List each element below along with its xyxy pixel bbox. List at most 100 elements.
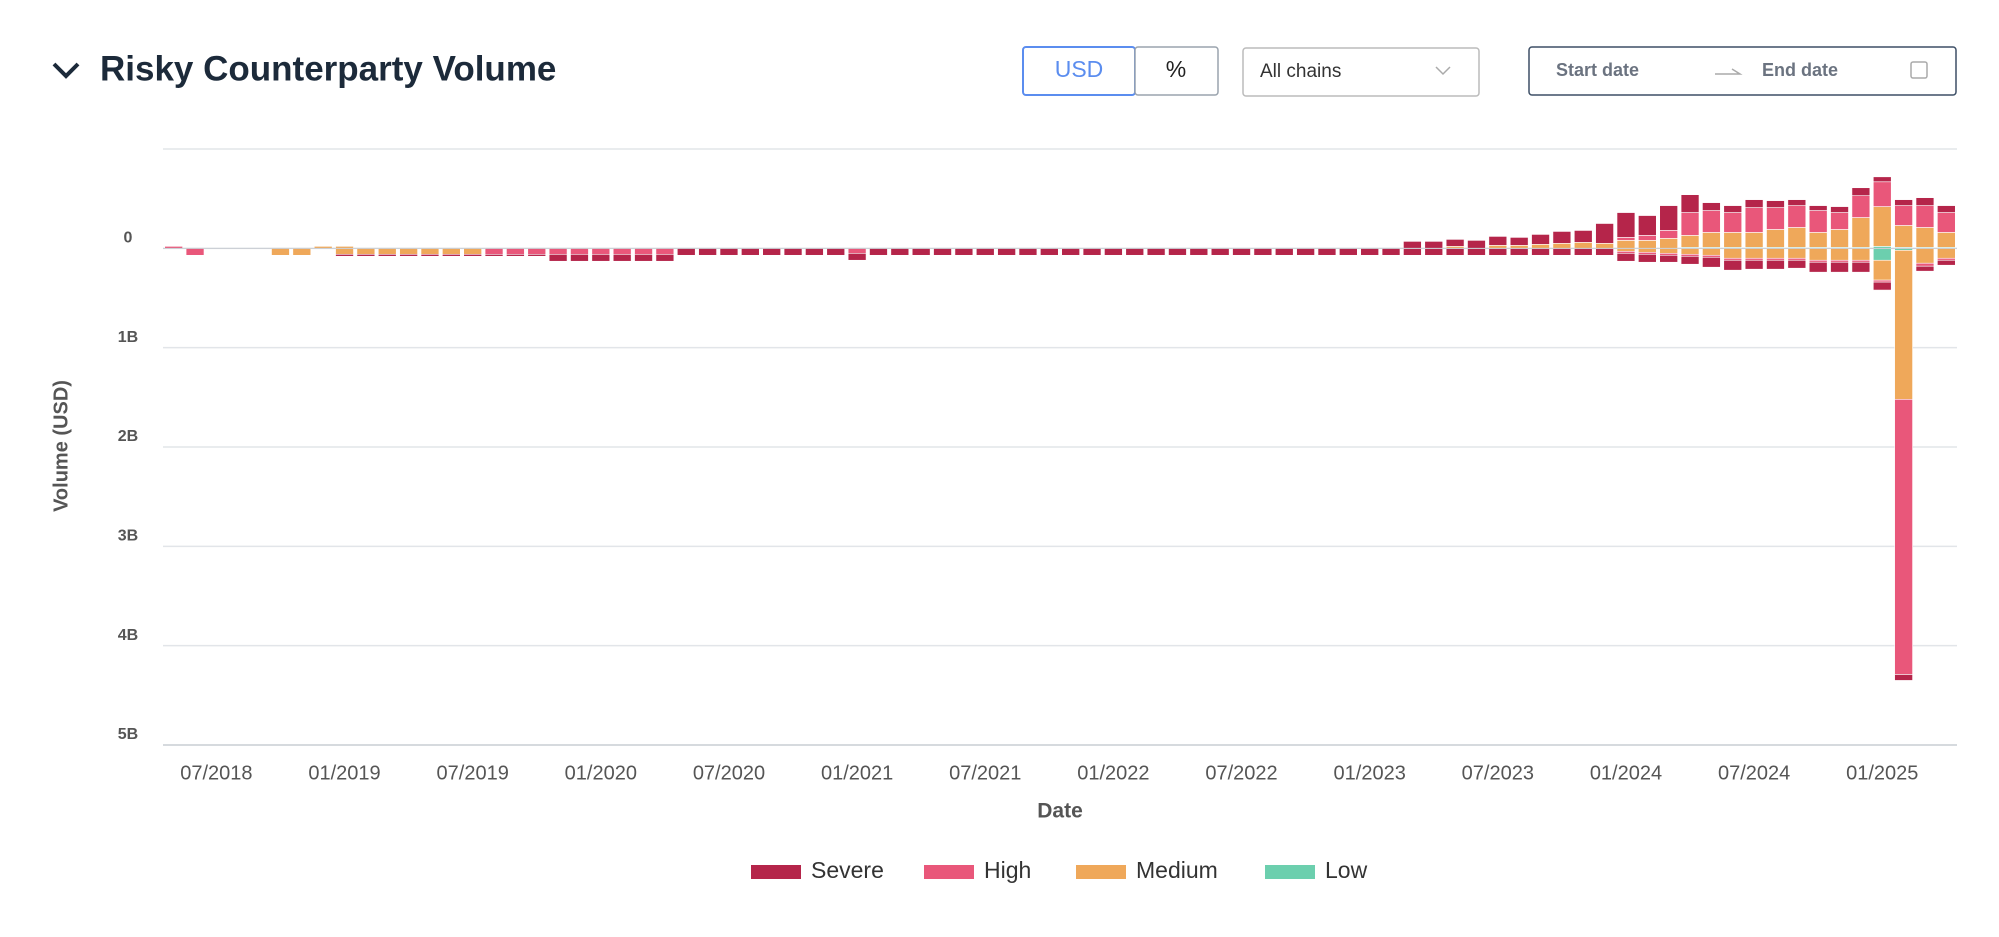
bar-segment bbox=[1680, 194, 1700, 213]
bar-segment bbox=[484, 248, 504, 255]
bar-segment bbox=[1851, 248, 1871, 261]
bar-segment bbox=[1744, 207, 1764, 233]
bar-segment bbox=[292, 248, 312, 256]
legend-swatch bbox=[751, 865, 801, 879]
x-tick-label: 01/2019 bbox=[308, 762, 380, 784]
bar-segment bbox=[1915, 262, 1935, 267]
bar-segment bbox=[933, 248, 952, 256]
bar-segment bbox=[1509, 248, 1529, 256]
bar-segment bbox=[1702, 232, 1721, 248]
bar-segment bbox=[1808, 205, 1828, 211]
bar-segment bbox=[1168, 248, 1187, 256]
end-date[interactable]: End date bbox=[1762, 60, 1838, 80]
percent-button[interactable] bbox=[1134, 46, 1219, 96]
bar-segment bbox=[591, 253, 611, 262]
bar-segment bbox=[1894, 225, 1913, 248]
bar-segment bbox=[1424, 248, 1444, 256]
bar-segment bbox=[1531, 234, 1550, 245]
bar-segment bbox=[1616, 253, 1636, 262]
x-tick-label: 01/2023 bbox=[1334, 762, 1406, 784]
bar-segment bbox=[847, 253, 867, 261]
bar-segment bbox=[1104, 248, 1123, 256]
bar-segment bbox=[634, 253, 653, 262]
bar-segment bbox=[1339, 248, 1358, 256]
bar-segment bbox=[1872, 259, 1892, 281]
bar-segment bbox=[1915, 197, 1935, 206]
bar-segment bbox=[1296, 248, 1315, 256]
bar-segment bbox=[869, 248, 888, 256]
bar-segment bbox=[1467, 240, 1486, 249]
x-tick-label: 01/2024 bbox=[1590, 762, 1662, 784]
bar-segment bbox=[1766, 259, 1785, 270]
bar-segment bbox=[783, 248, 803, 256]
bar-segment bbox=[1403, 241, 1422, 249]
bar-segment bbox=[1894, 199, 1913, 206]
bar-segment bbox=[1872, 206, 1892, 247]
bar-segment bbox=[527, 253, 547, 257]
bar-segment bbox=[676, 248, 696, 256]
bar-segment bbox=[1830, 261, 1849, 273]
chart-title: Risky Counterparty Volume bbox=[100, 49, 556, 88]
bar-segment bbox=[1744, 199, 1764, 208]
date-range[interactable] bbox=[1528, 46, 1957, 96]
bar-segment bbox=[570, 248, 589, 255]
bar-segment bbox=[591, 248, 611, 255]
bar-segment bbox=[1702, 248, 1721, 256]
y-axis-title: Volume (USD) bbox=[50, 380, 72, 512]
bar-segment bbox=[271, 248, 290, 256]
bar-segment bbox=[1638, 235, 1657, 241]
bar-segment bbox=[1915, 205, 1935, 228]
x-axis-title: Date bbox=[1037, 800, 1083, 823]
bar-segment bbox=[1638, 248, 1657, 253]
start-date[interactable]: Start date bbox=[1556, 60, 1639, 80]
legend-swatch bbox=[924, 865, 974, 879]
bar-segment bbox=[1937, 248, 1956, 259]
bar-segment bbox=[1744, 248, 1764, 259]
bar-segment bbox=[1680, 212, 1700, 236]
bar-segment bbox=[1830, 248, 1849, 261]
bar-segment bbox=[1638, 253, 1657, 263]
bar-segment bbox=[1210, 248, 1230, 256]
bar-segment bbox=[1808, 210, 1828, 233]
bar-segment bbox=[442, 253, 461, 257]
bar-segment bbox=[1937, 232, 1956, 248]
bar-segment bbox=[1937, 205, 1956, 213]
bar-segment bbox=[1445, 248, 1465, 256]
bar-segment bbox=[548, 248, 568, 255]
bar-segment bbox=[1894, 674, 1913, 681]
bar-segment bbox=[1808, 248, 1828, 261]
bar-segment bbox=[911, 248, 931, 256]
bar-segment bbox=[1872, 248, 1892, 261]
bar-segment bbox=[1274, 248, 1294, 256]
bar-segment bbox=[1552, 243, 1572, 249]
bar-segment bbox=[399, 248, 418, 255]
bar-segment bbox=[1702, 210, 1721, 233]
y-tick-label: 5B bbox=[118, 726, 138, 743]
bar-segment bbox=[1573, 248, 1593, 256]
bar-segment bbox=[1872, 181, 1892, 207]
y-tick-label: 4B bbox=[118, 627, 138, 644]
bar-segment bbox=[1488, 248, 1508, 256]
chain-select[interactable] bbox=[1242, 47, 1480, 97]
bar-segment bbox=[1659, 254, 1678, 263]
bar-segment bbox=[1595, 243, 1614, 249]
bar-segment bbox=[1723, 259, 1743, 271]
percent-label: % bbox=[1166, 56, 1186, 82]
legend-label: High bbox=[984, 857, 1031, 883]
bar-segment bbox=[1915, 265, 1935, 272]
y-tick-label: 1B bbox=[118, 329, 138, 346]
bar-segment bbox=[1744, 259, 1764, 270]
bar-segment bbox=[1851, 217, 1871, 248]
collapse-chevron[interactable] bbox=[52, 62, 80, 79]
usd-label: USD bbox=[1055, 56, 1104, 82]
bar-segment bbox=[1766, 200, 1785, 208]
x-tick-label: 01/2025 bbox=[1846, 762, 1918, 784]
bar-segment bbox=[1680, 248, 1700, 255]
chain-select-label: All chains bbox=[1260, 61, 1341, 82]
bar-segment bbox=[1509, 237, 1529, 246]
bar-segment bbox=[1915, 227, 1935, 248]
bar-segment bbox=[548, 253, 568, 262]
bar-segment bbox=[1723, 212, 1743, 233]
bar-segment bbox=[1381, 248, 1401, 256]
bar-segment bbox=[463, 253, 482, 257]
